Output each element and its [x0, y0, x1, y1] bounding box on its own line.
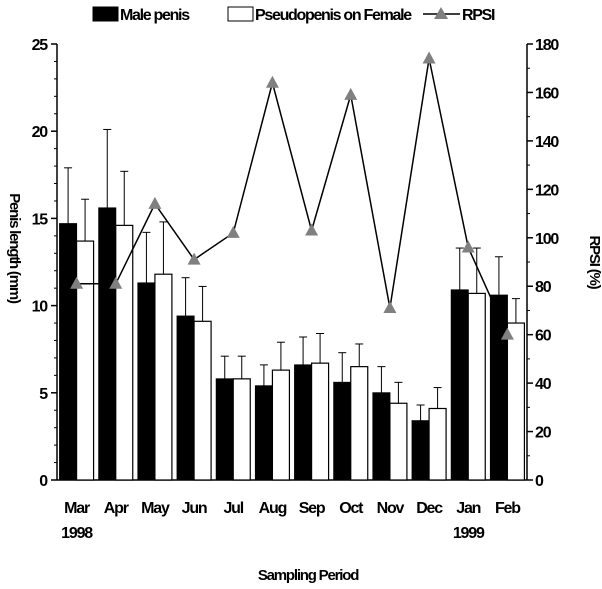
- x-tick-label-jul: Jul: [223, 500, 243, 517]
- bar-female-mar: [75, 240, 95, 481]
- bar-female-dec: [428, 407, 447, 481]
- left-y-axis-title: Penis length (mm): [6, 193, 23, 304]
- legend-label-female: Pseudopenis on Female: [255, 7, 412, 24]
- x-tick-label-jan: Jan: [456, 500, 480, 517]
- rpsi-marker-mar: [70, 276, 84, 289]
- rpsi-marker-aug: [265, 75, 279, 88]
- x-tick-label-nov: Nov: [377, 500, 405, 517]
- x-tick-label-may: May: [141, 500, 170, 517]
- rpsi-marker-sep: [305, 223, 319, 236]
- bar-female-may: [154, 273, 173, 481]
- right-y-tick-label-4: 80: [535, 279, 552, 296]
- rpsi-marker-may: [148, 196, 162, 209]
- rpsi-marker-feb: [500, 327, 514, 340]
- right-y-tick-label-7: 140: [535, 134, 559, 151]
- rpsi-marker-apr: [109, 276, 123, 289]
- bar-female-feb: [506, 322, 526, 481]
- bar-male-mar: [59, 223, 78, 481]
- right-y-tick-label-0: 0: [535, 473, 544, 490]
- rpsi-marker-oct: [344, 87, 358, 100]
- right-y-tick-label-3: 60: [535, 328, 552, 345]
- bar-male-aug: [254, 385, 273, 481]
- rpsi-marker-jun: [187, 252, 201, 265]
- left-y-tick-label-4: 20: [32, 124, 49, 141]
- left-y-tick-label-1: 5: [39, 386, 48, 403]
- bar-male-apr: [98, 207, 117, 481]
- right-y-tick-label-9: 180: [535, 37, 559, 54]
- right-y-tick-label-2: 40: [535, 376, 552, 393]
- x-tick-labels: Mar 1998 Apr May Jun Jul Aug Sep Oct Nov Dec Jan 199…: [61, 500, 522, 542]
- left-y-tick-label-5: 25: [32, 37, 49, 54]
- bar-male-nov: [372, 392, 391, 481]
- legend-swatch-male: [92, 6, 119, 22]
- bar-female-aug: [271, 369, 291, 481]
- left-y-ticks: 0 5 10 15 20 25: [32, 37, 57, 490]
- x-tick-label-mar: Mar: [64, 500, 90, 517]
- legend-marker-rpsi: [434, 7, 448, 19]
- rpsi-marker-jul: [226, 225, 240, 238]
- rpsi-marker-dec: [422, 51, 436, 64]
- legend-label-rpsi: RPSI: [462, 7, 495, 24]
- right-y-ticks: 0 20 40 60 80 100 120 140 160 180: [527, 37, 561, 490]
- x-tick-label-sep: Sep: [299, 500, 326, 517]
- x-year-label-1999: 1999: [453, 525, 485, 542]
- left-y-tick-label-3: 15: [32, 211, 49, 228]
- bar-male-sep: [294, 364, 313, 481]
- bar-male-jun: [176, 315, 195, 481]
- x-tick-label-feb: Feb: [495, 500, 521, 517]
- x-tick-label-aug: Aug: [259, 500, 287, 517]
- bar-male-oct: [333, 381, 352, 481]
- bar-male-jul: [215, 378, 234, 481]
- bar-female-jul: [232, 378, 251, 481]
- x-tick-label-dec: Dec: [416, 500, 443, 517]
- rpsi-series: [70, 51, 514, 340]
- x-tick-label-jun: Jun: [182, 500, 207, 517]
- bars: [59, 207, 526, 481]
- right-y-tick-label-1: 20: [535, 425, 552, 442]
- legend: Male penis Pseudopenis on Female RPSI: [92, 6, 496, 24]
- bar-female-sep: [310, 362, 330, 481]
- bar-female-oct: [350, 366, 369, 481]
- right-y-tick-label-5: 100: [535, 231, 559, 248]
- rpsi-line: [76, 58, 509, 335]
- bar-female-nov: [389, 402, 408, 481]
- legend-swatch-female: [227, 6, 254, 22]
- right-y-tick-label-8: 160: [535, 85, 559, 102]
- bar-male-feb: [489, 294, 508, 481]
- legend-label-male: Male penis: [120, 7, 190, 24]
- x-tick-label-oct: Oct: [339, 500, 364, 517]
- bar-female-apr: [115, 224, 134, 481]
- right-y-tick-label-6: 120: [535, 182, 559, 199]
- error-bars: [64, 128, 520, 421]
- x-tick-label-apr: Apr: [104, 500, 129, 517]
- bar-female-jun: [193, 320, 212, 481]
- rpsi-marker-jan: [461, 240, 475, 253]
- left-y-tick-label-2: 10: [32, 299, 49, 316]
- left-y-tick-label-0: 0: [39, 473, 48, 490]
- bar-male-may: [137, 282, 156, 481]
- right-y-axis-title: RPSI (%): [586, 236, 602, 290]
- x-year-label-1998: 1998: [61, 525, 93, 542]
- bar-female-jan: [467, 292, 486, 481]
- bar-male-dec: [411, 420, 430, 481]
- rpsi-marker-nov: [383, 301, 397, 314]
- bar-male-jan: [450, 289, 469, 481]
- x-axis-title: Sampling Period: [258, 567, 359, 584]
